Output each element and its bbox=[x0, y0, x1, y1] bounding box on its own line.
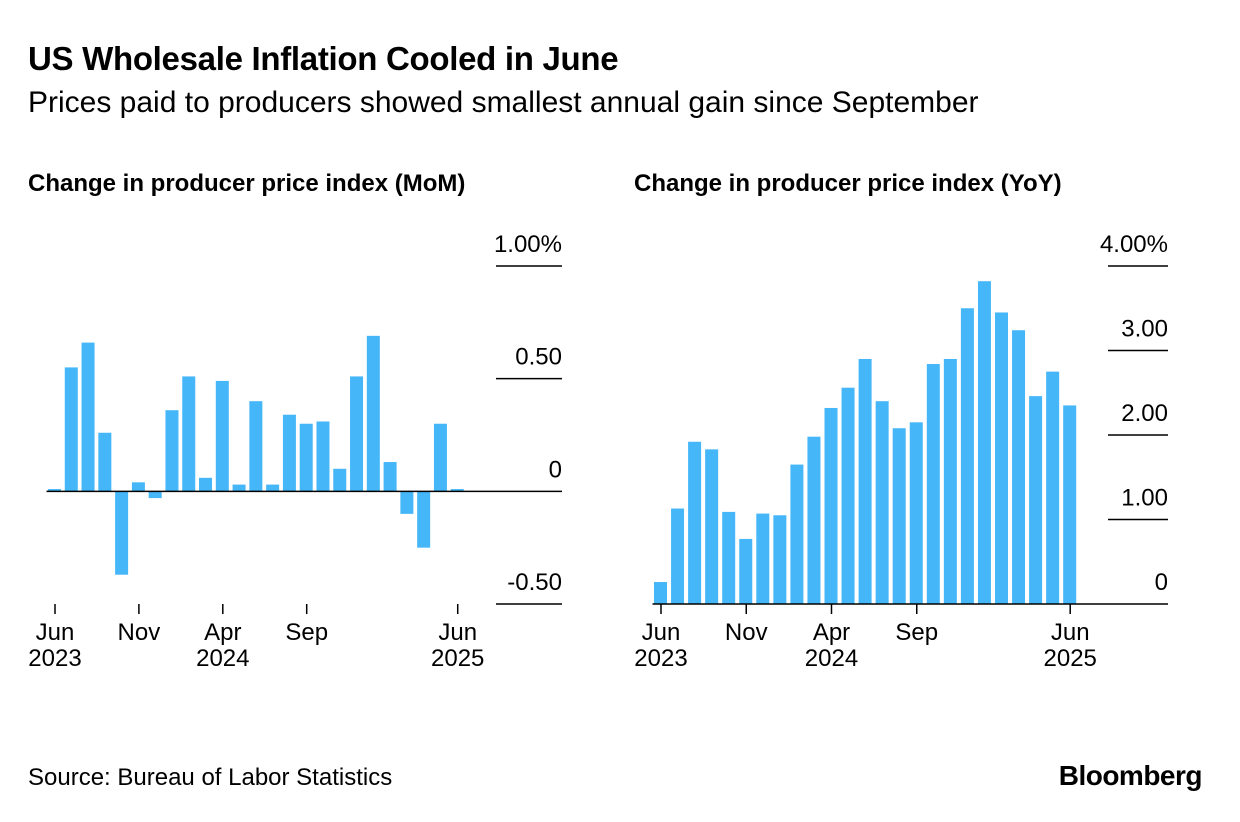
mom-bar bbox=[131, 482, 145, 492]
yoy-bar bbox=[688, 441, 702, 604]
yoy-bar bbox=[739, 538, 753, 604]
yoy-bar bbox=[960, 308, 974, 604]
mom-bar bbox=[115, 491, 129, 575]
yoy-bar bbox=[892, 428, 906, 604]
mom-bar bbox=[417, 491, 431, 548]
yoy-x-tick-year: 2025 bbox=[1044, 645, 1097, 672]
mom-y-tick-label: 1.00% bbox=[494, 231, 562, 258]
mom-bar bbox=[48, 489, 61, 492]
yoy-x-tick-label: Apr bbox=[813, 619, 850, 646]
yoy-y-tick-label: 3.00 bbox=[1121, 316, 1168, 343]
mom-x-tick-label: Sep bbox=[285, 619, 328, 646]
mom-bar bbox=[350, 376, 364, 492]
chart-subtitle: Prices paid to producers showed smallest… bbox=[28, 86, 979, 119]
yoy-bar bbox=[807, 436, 821, 604]
mom-bar bbox=[299, 423, 313, 492]
yoy-bar bbox=[1046, 371, 1060, 604]
yoy-bar bbox=[995, 312, 1008, 604]
yoy-bar bbox=[858, 358, 872, 604]
yoy-bar bbox=[705, 449, 719, 604]
mom-bar bbox=[249, 401, 263, 492]
mom-y-tick-label: 0 bbox=[549, 456, 562, 483]
yoy-bar bbox=[654, 582, 667, 604]
mom-bar bbox=[98, 432, 112, 492]
yoy-y-tick-label: 0 bbox=[1155, 569, 1168, 596]
yoy-bar bbox=[943, 358, 957, 604]
mom-x-tick-year: 2024 bbox=[196, 645, 249, 672]
mom-y-tick-label: 0.50 bbox=[515, 344, 562, 371]
mom-bar bbox=[64, 367, 78, 492]
mom-x-tick-year: 2025 bbox=[431, 645, 484, 672]
mom-bar bbox=[199, 477, 213, 492]
mom-bar bbox=[383, 462, 397, 492]
source-note: Source: Bureau of Labor Statistics bbox=[28, 764, 393, 791]
mom-x-tick-label: Jun bbox=[438, 619, 477, 646]
bloomberg-logo: Bloomberg bbox=[1058, 760, 1203, 791]
mom-x-tick-year: 2023 bbox=[28, 645, 81, 672]
mom-bar bbox=[282, 414, 296, 492]
yoy-bar bbox=[1063, 405, 1077, 604]
mom-x-tick-label: Apr bbox=[204, 619, 241, 646]
mom-bar bbox=[215, 380, 229, 492]
yoy-bar bbox=[1029, 396, 1043, 604]
mom-bar bbox=[266, 484, 280, 492]
yoy-panel-title: Change in producer price index (YoY) bbox=[634, 170, 1062, 197]
yoy-bar bbox=[790, 464, 804, 604]
mom-panel-title: Change in producer price index (MoM) bbox=[28, 170, 466, 197]
mom-bar bbox=[450, 489, 464, 492]
mom-y-tick-label: -0.50 bbox=[507, 569, 562, 596]
mom-bar bbox=[148, 491, 162, 499]
yoy-y-tick-label: 1.00 bbox=[1121, 485, 1168, 512]
mom-bar bbox=[366, 335, 380, 492]
yoy-bar bbox=[824, 407, 838, 604]
mom-bar bbox=[81, 342, 95, 492]
yoy-bar bbox=[977, 281, 991, 604]
yoy-x-tick-label: Nov bbox=[725, 619, 768, 646]
yoy-bar bbox=[1012, 330, 1026, 604]
mom-bar bbox=[165, 410, 179, 492]
mom-bar bbox=[333, 468, 347, 492]
yoy-x-tick-year: 2023 bbox=[634, 645, 687, 672]
yoy-y-tick-label: 2.00 bbox=[1121, 400, 1168, 427]
yoy-bar bbox=[909, 422, 923, 604]
yoy-bar bbox=[773, 515, 787, 604]
yoy-bar bbox=[926, 364, 940, 604]
mom-x-tick-label: Jun bbox=[36, 619, 75, 646]
yoy-bar bbox=[722, 511, 736, 604]
chart-title: US Wholesale Inflation Cooled in June bbox=[28, 40, 619, 77]
mom-bar bbox=[316, 421, 330, 492]
mom-bar bbox=[433, 423, 447, 492]
yoy-x-tick-label: Jun bbox=[1051, 619, 1090, 646]
yoy-x-tick-label: Jun bbox=[642, 619, 681, 646]
yoy-x-tick-year: 2024 bbox=[805, 645, 858, 672]
yoy-bar bbox=[671, 508, 685, 604]
yoy-bar bbox=[875, 401, 889, 604]
mom-bar bbox=[400, 491, 414, 514]
yoy-bar bbox=[841, 387, 855, 604]
mom-bar bbox=[232, 484, 246, 492]
mom-bar bbox=[182, 376, 196, 492]
yoy-bar bbox=[756, 513, 770, 604]
yoy-y-tick-label: 4.00% bbox=[1100, 231, 1168, 258]
yoy-x-tick-label: Sep bbox=[895, 619, 938, 646]
mom-x-tick-label: Nov bbox=[118, 619, 161, 646]
